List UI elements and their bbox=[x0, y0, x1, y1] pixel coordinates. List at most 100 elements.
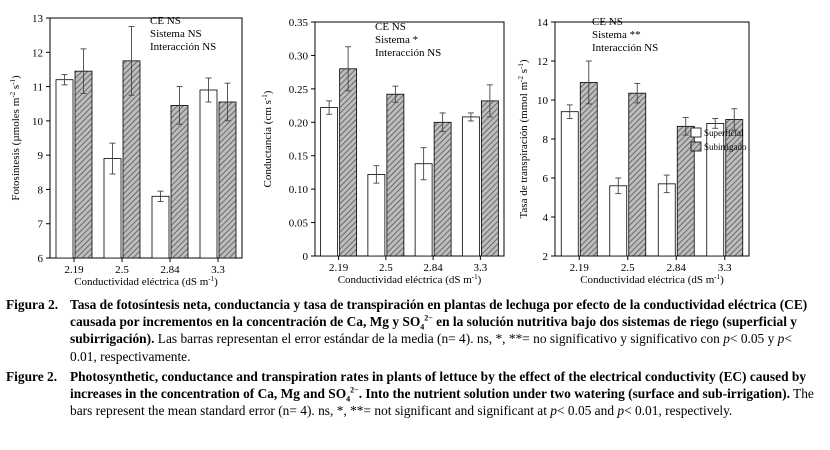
caption-subscript: 4 bbox=[420, 322, 425, 332]
y-axis-label: Fotosíntesis (µmoles m-2 s-1) bbox=[9, 75, 22, 201]
significance-annotation: Interacción NS bbox=[375, 47, 441, 59]
bar-superficial bbox=[461, 116, 480, 257]
caption-superscript: 2− bbox=[424, 313, 433, 323]
x-tick-label: 3.3 bbox=[211, 264, 225, 276]
bar-subirrigado bbox=[339, 68, 358, 257]
y-tick-label: 10 bbox=[537, 95, 549, 107]
y-tick-label: 0.20 bbox=[289, 117, 309, 129]
y-tick-label: 10 bbox=[32, 116, 44, 128]
caption-subscript: 4 bbox=[346, 394, 351, 404]
y-axis-label: Tasa de transpiración (mmol m-2 s-1) bbox=[517, 59, 530, 218]
bar-subirrigado bbox=[170, 105, 189, 259]
y-tick-label: 11 bbox=[32, 82, 43, 94]
caption-text: Photosynthetic, conductance and transpir… bbox=[70, 368, 822, 420]
legend: Superficial Subirrigado bbox=[690, 127, 747, 152]
bar-subirrigado bbox=[386, 93, 405, 257]
x-tick-label: 2.19 bbox=[570, 262, 590, 274]
caption-bold-text: Tasa de fotosíntesis neta, conductancia … bbox=[70, 297, 808, 330]
caption-bold-text: Photosynthetic, conductance and transpir… bbox=[70, 369, 807, 402]
bar-subirrigado bbox=[725, 119, 744, 257]
bar-subirrigado bbox=[579, 82, 598, 257]
y-tick-label: 9 bbox=[38, 150, 44, 162]
x-tick-label: 2.5 bbox=[379, 262, 393, 274]
significance-annotation: Sistema NS bbox=[150, 28, 202, 40]
y-tick-label: 12 bbox=[32, 47, 43, 59]
x-axis-label: Conductividad eléctrica (dS m-1) bbox=[338, 273, 482, 286]
caption-bold-text-end: en la solución nutritiva bajo dos sistem… bbox=[70, 314, 797, 347]
caption-plain-text: Las barras representan el error estándar… bbox=[154, 331, 724, 347]
significance-annotation: Interacción NS bbox=[592, 42, 658, 54]
y-tick-label: 4 bbox=[543, 212, 549, 224]
y-tick-label: 6 bbox=[38, 253, 44, 265]
significance-annotation: Sistema * bbox=[375, 34, 418, 46]
y-tick-label: 0 bbox=[303, 251, 309, 263]
caption-plain-text: The bars represent the mean standard err… bbox=[70, 386, 814, 419]
bar-subirrigado bbox=[218, 101, 237, 259]
caption-bold-text-end: . Into the nutrient solution under two w… bbox=[358, 386, 790, 402]
legend-label: Superficial bbox=[704, 128, 744, 138]
y-tick-label: 2 bbox=[543, 251, 549, 263]
x-tick-label: 2.84 bbox=[160, 264, 180, 276]
y-tick-label: 0.10 bbox=[289, 184, 309, 196]
y-tick-label: 0.35 bbox=[289, 17, 309, 29]
bar-superficial bbox=[560, 111, 579, 257]
bar-superficial bbox=[657, 183, 676, 257]
chart-panel-2: 0 0.05 0.10 0.15 0.20 0.25 0.30 0.35 2.19 2.5 2.84… bbox=[261, 17, 505, 286]
y-tick-label: 13 bbox=[32, 13, 44, 25]
x-tick-label: 2.19 bbox=[64, 264, 84, 276]
x-tick-label: 3.3 bbox=[718, 262, 732, 274]
x-tick-label: 2.84 bbox=[424, 262, 444, 274]
caption-plain-text-3: < 0.01, respectivamente. bbox=[70, 331, 792, 364]
caption-label: Figura 2. bbox=[6, 297, 59, 312]
y-tick-label: 6 bbox=[543, 173, 549, 185]
caption-plain-text-2: < 0.05 y bbox=[729, 331, 778, 347]
y-tick-label: 0.15 bbox=[289, 151, 309, 163]
y-tick-label: 0.05 bbox=[289, 218, 309, 230]
legend-swatch-subirrigado bbox=[690, 141, 702, 152]
bar-subirrigado bbox=[433, 121, 452, 257]
y-tick-label: 12 bbox=[537, 56, 548, 68]
significance-annotation: CE NS bbox=[150, 15, 181, 27]
y-tick-label: 14 bbox=[537, 17, 549, 29]
x-tick-label: 2.5 bbox=[621, 262, 635, 274]
x-tick-label: 2.5 bbox=[115, 264, 129, 276]
caption-superscript: 2− bbox=[350, 385, 359, 395]
caption-plain-text-3: < 0.01, respectively. bbox=[624, 403, 733, 419]
significance-annotation: Sistema ** bbox=[592, 29, 641, 41]
x-tick-label: 3.3 bbox=[474, 262, 488, 274]
legend-label: Subirrigado bbox=[704, 142, 747, 152]
y-axis-label: Conductancia (cm s-1) bbox=[261, 90, 274, 187]
significance-annotation: CE NS bbox=[375, 21, 406, 33]
x-tick-label: 2.19 bbox=[329, 262, 349, 274]
y-tick-label: 7 bbox=[38, 219, 44, 231]
x-axis-label: Conductividad eléctrica (dS m-1) bbox=[580, 273, 724, 286]
caption-label: Figure 2. bbox=[6, 369, 58, 384]
caption-p-symbol-2: p bbox=[617, 403, 625, 419]
y-tick-label: 8 bbox=[543, 134, 549, 146]
significance-annotation: Interacción NS bbox=[150, 41, 216, 53]
bar-superficial bbox=[199, 89, 218, 259]
plot-frame bbox=[49, 17, 243, 259]
bar-superficial bbox=[609, 185, 628, 257]
caption-text: Tasa de fotosíntesis neta, conductancia … bbox=[70, 296, 822, 365]
caption-p-symbol: p bbox=[550, 403, 557, 419]
caption-plain-text-2: < 0.05 and bbox=[557, 403, 618, 419]
chart-panel-1: 6 7 8 9 10 11 12 13 2.19 2.5 2.84 3.3Conductividad … bbox=[9, 13, 243, 288]
bar-subirrigado bbox=[628, 92, 647, 257]
bar-superficial bbox=[367, 174, 386, 257]
y-tick-label: 0.30 bbox=[289, 50, 309, 62]
x-axis-label: Conductividad eléctrica (dS m-1) bbox=[74, 275, 218, 288]
caption-p-symbol: p bbox=[723, 331, 730, 347]
significance-annotation: CE NS bbox=[592, 16, 623, 28]
plot-frame bbox=[314, 21, 505, 257]
bar-subirrigado bbox=[480, 100, 499, 257]
x-tick-label: 2.84 bbox=[667, 262, 687, 274]
legend-swatch-superficial bbox=[690, 127, 702, 138]
y-tick-label: 8 bbox=[38, 184, 44, 196]
bar-superficial bbox=[55, 79, 74, 259]
bar-superficial bbox=[320, 107, 339, 257]
bar-subirrigado bbox=[74, 70, 93, 259]
bar-superficial bbox=[151, 195, 170, 259]
